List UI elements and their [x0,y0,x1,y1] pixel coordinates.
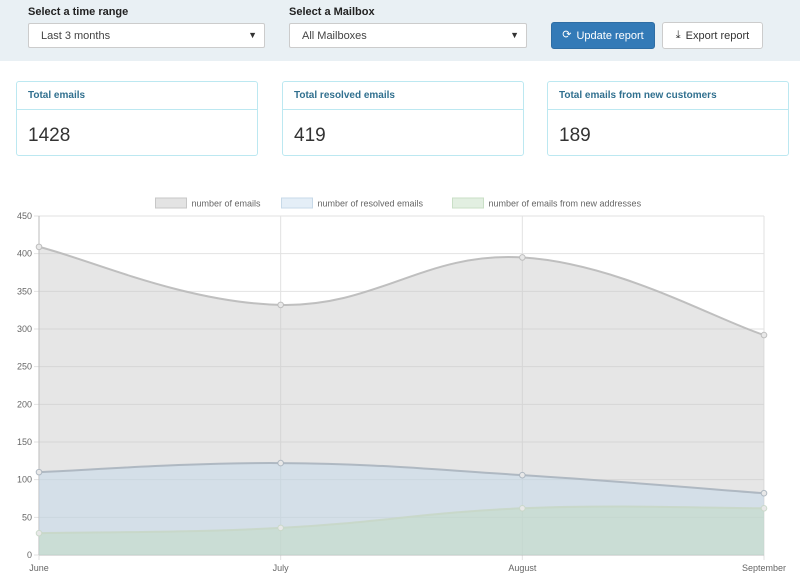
series-3 [35,504,768,555]
export-report-label: Export report [685,29,750,42]
series-area [39,506,764,555]
legend-swatch [452,197,484,209]
chevron-down-icon: ▼ [248,30,257,40]
series-line [38,505,765,535]
series-1 [35,243,768,555]
y-tick-label: 250 [17,362,32,372]
time-range-select[interactable]: Last 3 months ▼ [28,23,265,48]
data-point [35,529,43,537]
series-2 [35,459,768,555]
legend-swatch [155,197,187,209]
series-line [38,245,765,336]
x-tick-label: September [742,563,786,573]
stat-card-new-customers: Total emails from new customers 189 [547,81,789,156]
legend-label: number of emails [192,199,262,209]
data-point [760,331,768,339]
data-point [35,243,43,251]
y-tick-label: 450 [17,211,32,221]
update-report-label: Update report [576,29,644,42]
chart-legend: number of emails number of resolved email… [155,197,642,209]
y-tick-label: 200 [17,399,32,409]
data-point [277,301,284,309]
legend-label: number of emails from new addresses [489,199,642,209]
refresh-icon: ⟳ [562,29,572,41]
legend-swatch [281,197,313,209]
data-point [760,489,768,497]
mailbox-select[interactable]: All Mailboxes ▼ [289,23,527,48]
series-area [39,463,764,555]
y-tick-label: 300 [17,324,32,334]
data-point [519,504,526,512]
x-tick-label: July [273,563,290,573]
mailbox-label: Select a Mailbox [289,6,375,18]
series-line [38,462,765,495]
legend-label: number of resolved emails [318,199,424,209]
x-tick-label: June [29,563,49,573]
stat-title: Total emails [17,82,257,110]
time-range-value: Last 3 months [41,30,111,42]
y-tick-label: 100 [17,475,32,485]
y-tick-label: 400 [17,249,32,259]
stat-value: 419 [294,125,326,146]
data-point [760,504,768,512]
chevron-down-icon: ▼ [510,30,519,40]
stat-title: Total emails from new customers [548,82,788,110]
stat-value: 189 [559,125,591,146]
data-point [277,459,284,467]
filter-bar: Select a time range Last 3 months ▼ Sele… [0,0,800,61]
time-range-label: Select a time range [28,6,129,18]
x-tick-label: August [508,563,537,573]
download-icon: ⤓ [675,29,681,41]
emails-area-chart: 0 50 100 150 200 250 300 350 400 450 June July Augus… [17,197,786,573]
export-report-button[interactable]: ⤓ Export report [662,22,763,49]
stat-card-resolved-emails: Total resolved emails 419 [282,81,524,156]
stat-value: 1428 [28,125,71,146]
data-point [519,471,526,479]
mailbox-value: All Mailboxes [302,30,367,42]
data-point [519,254,526,261]
series-area [39,246,764,555]
y-tick-label: 350 [17,286,32,296]
stat-title: Total resolved emails [283,82,523,110]
stat-card-total-emails: Total emails 1428 [16,81,258,156]
y-tick-label: 150 [17,437,32,447]
update-report-button[interactable]: ⟳ Update report [551,22,655,49]
data-point [35,468,43,476]
data-point [277,524,284,532]
chart-grid: 0 50 100 150 200 250 300 350 400 450 June July Augus… [17,211,786,573]
y-tick-label: 0 [27,550,32,560]
y-tick-label: 50 [22,512,32,522]
